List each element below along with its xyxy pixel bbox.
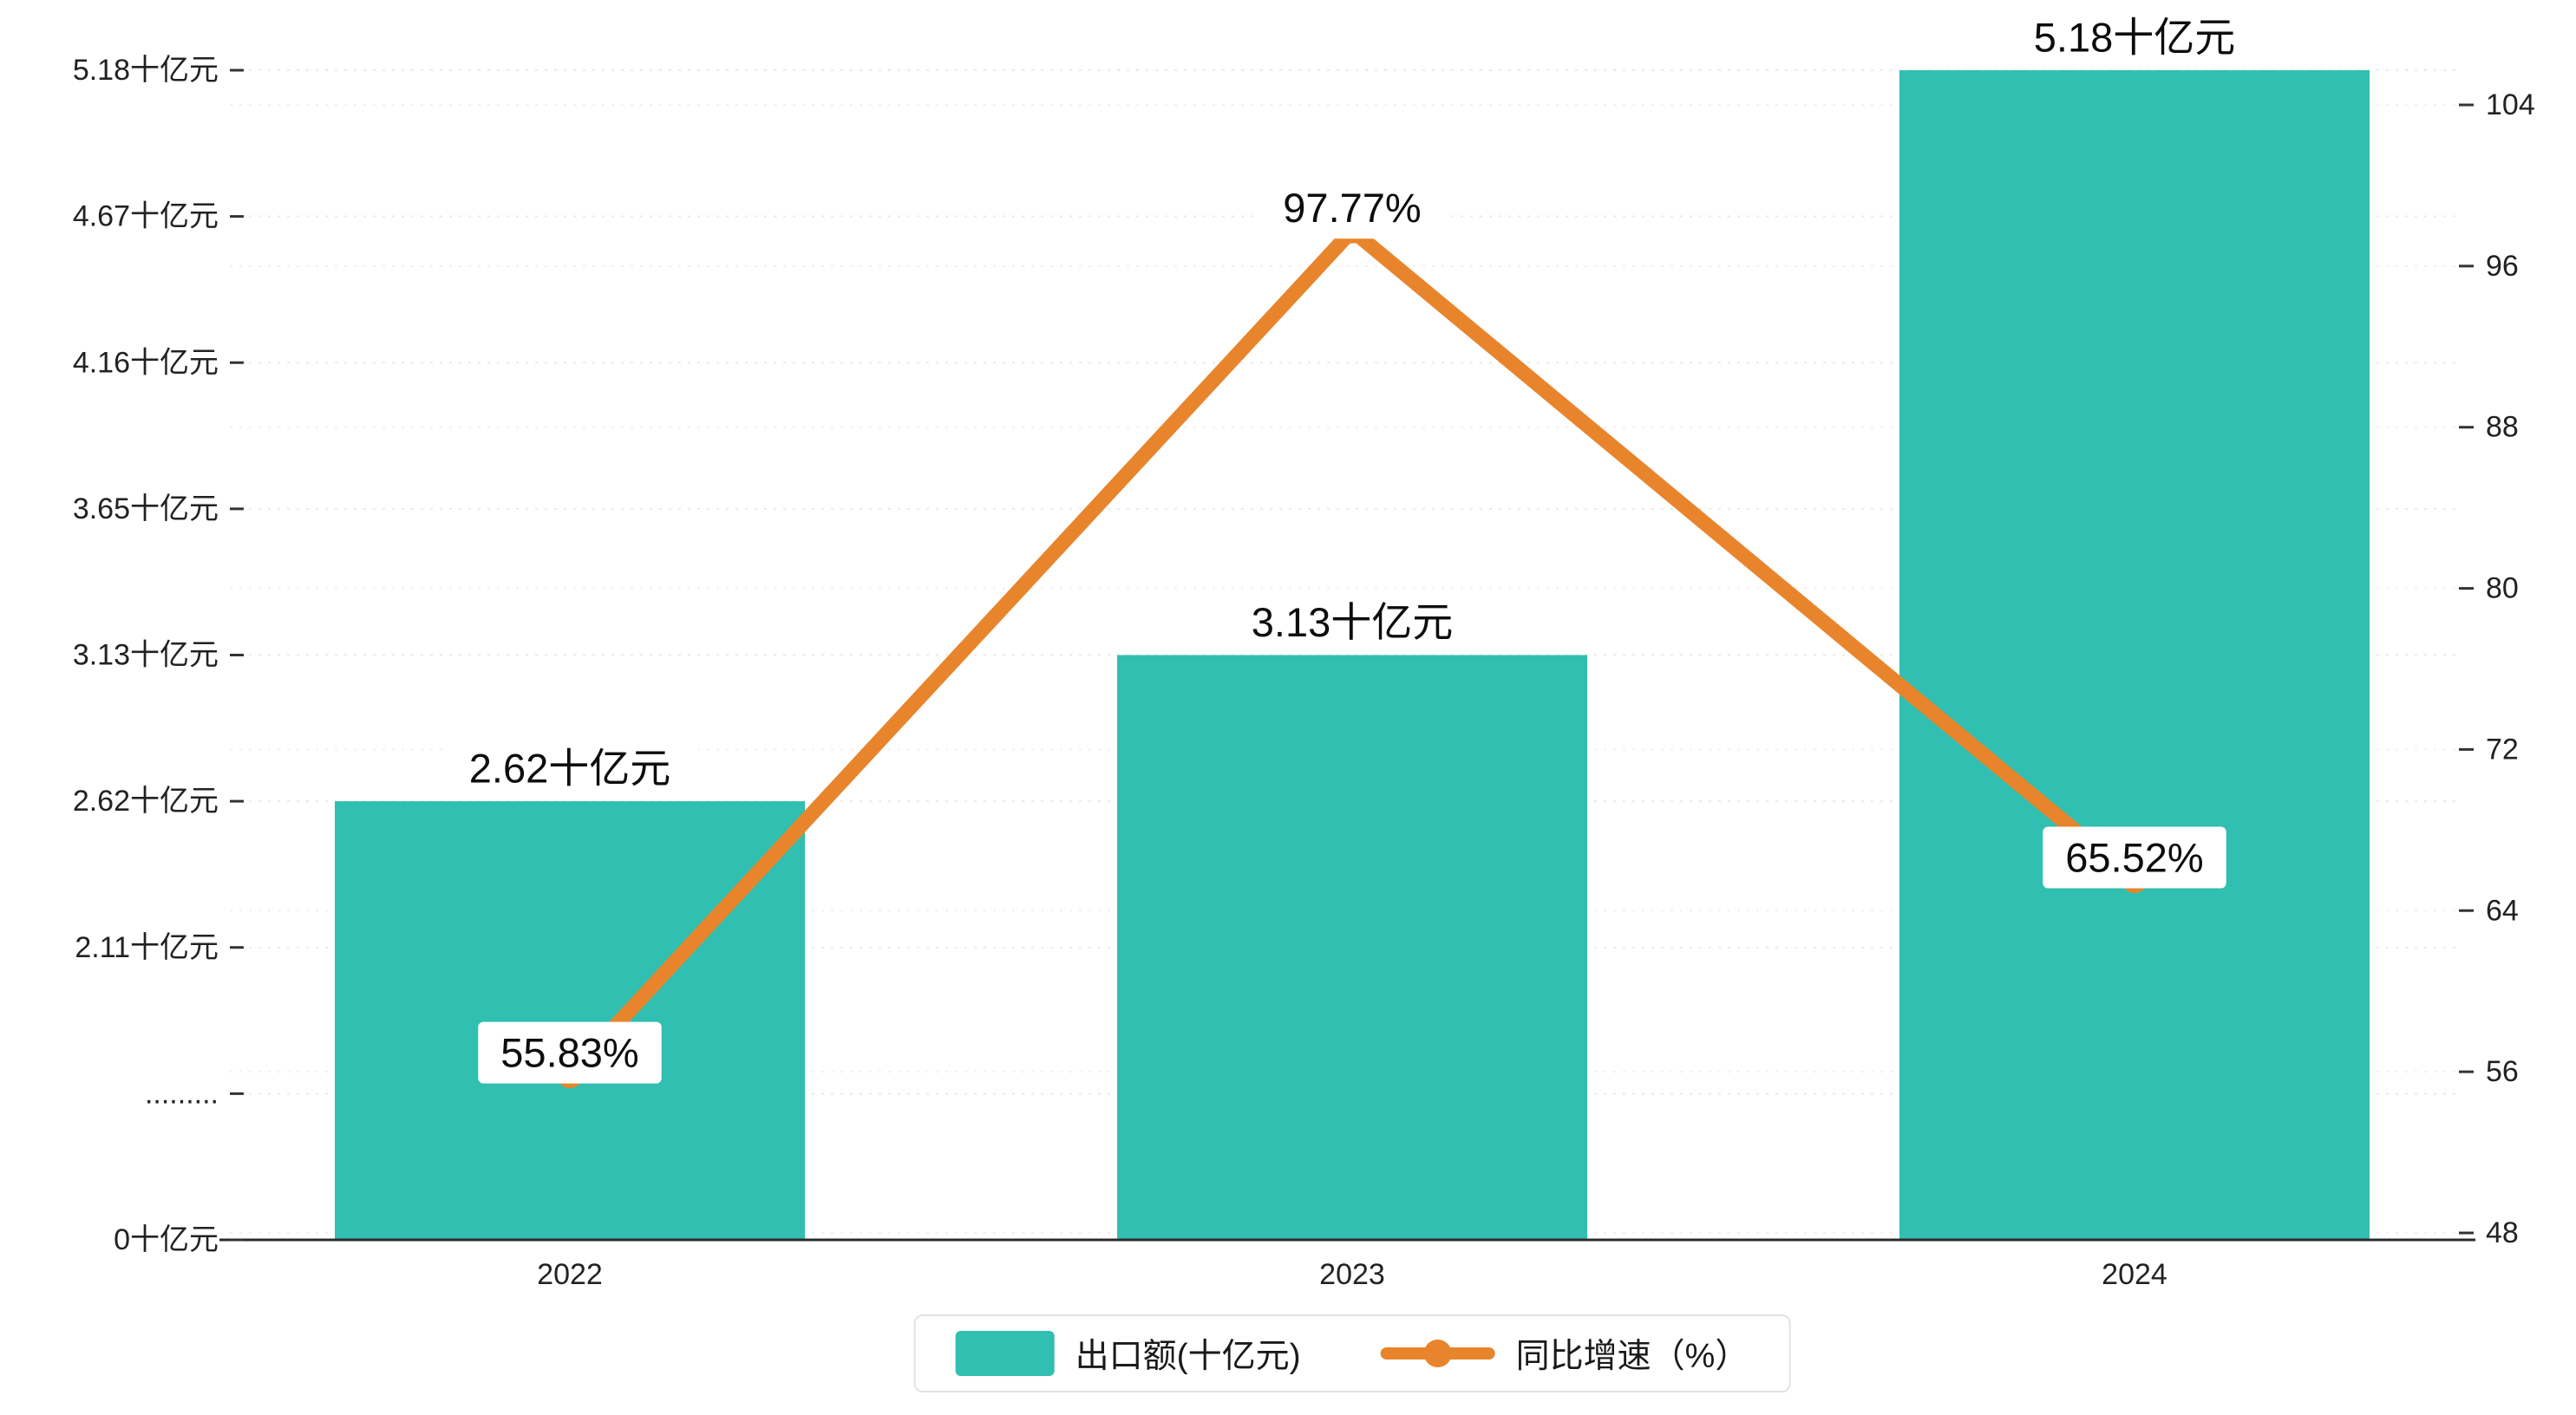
- left-axis-tick-label: .........: [145, 1077, 219, 1110]
- right-axis-tick-label: 96: [2486, 250, 2519, 283]
- left-axis-tick-label: 3.65十亿元: [73, 492, 219, 525]
- legend-item-export: 出口额(十亿元): [955, 1329, 1301, 1378]
- left-axis: 5.18十亿元 4.67十亿元 4.16十亿元 3.65十亿元 3.13十亿元 2.62十…: [73, 54, 244, 1256]
- bar-2023: [1117, 655, 1587, 1240]
- bar-series-swatch: [955, 1331, 1055, 1376]
- x-axis-label-2022: 2022: [537, 1258, 603, 1291]
- right-axis-tick-label: 48: [2486, 1216, 2519, 1249]
- left-axis-tick-label: 2.62十亿元: [73, 785, 219, 818]
- right-axis-tick-label: 80: [2486, 572, 2519, 605]
- right-axis-tick-label: 104: [2486, 88, 2535, 121]
- bar-value-label-2024: 5.18十亿元: [2010, 6, 2259, 68]
- svg-text:65.52%: 65.52%: [2065, 834, 2203, 880]
- left-axis-tick-label: 4.67十亿元: [73, 200, 219, 233]
- x-axis-label-2024: 2024: [2102, 1258, 2167, 1291]
- line-value-label-2024: 65.52%: [2043, 826, 2226, 889]
- bar-value-label-2022: 2.62十亿元: [446, 737, 694, 799]
- line-series-swatch: [1380, 1340, 1495, 1367]
- svg-text:5.18十亿元: 5.18十亿元: [2034, 15, 2235, 61]
- left-axis-tick-label: 4.16十亿元: [73, 346, 219, 379]
- legend-label-growth: 同比增速（%）: [1515, 1338, 1749, 1375]
- legend-label-export: 出口额(十亿元): [1075, 1338, 1301, 1375]
- left-axis-tick-label: 5.18十亿元: [73, 54, 219, 87]
- line-value-label-2023: 97.77%: [1260, 177, 1444, 239]
- svg-text:55.83%: 55.83%: [500, 1030, 638, 1076]
- right-axis-tick-label: 72: [2486, 733, 2519, 766]
- svg-text:97.77%: 97.77%: [1283, 185, 1421, 231]
- bar-2022: [335, 801, 805, 1240]
- x-axis-label-2023: 2023: [1319, 1258, 1385, 1291]
- bar-series: [335, 70, 2370, 1240]
- line-series-dot-icon: [1423, 1340, 1452, 1367]
- legend: 出口额(十亿元) 同比增速（%）: [913, 1314, 1791, 1392]
- svg-text:3.13十亿元: 3.13十亿元: [1252, 599, 1453, 645]
- right-axis-tick-label: 64: [2486, 894, 2519, 927]
- left-axis-tick-label: 2.11十亿元: [75, 931, 219, 964]
- svg-text:2.62十亿元: 2.62十亿元: [469, 746, 670, 792]
- right-axis-tick-label: 56: [2486, 1055, 2519, 1088]
- left-axis-tick-label: 3.13十亿元: [73, 639, 219, 672]
- right-axis: 104 96 88 80 72 64 56 48: [2459, 88, 2535, 1249]
- legend-item-growth: 同比增速（%）: [1380, 1329, 1749, 1378]
- left-axis-tick-label: 0十亿元: [114, 1223, 219, 1256]
- right-axis-tick-label: 88: [2486, 411, 2519, 444]
- bar-2024: [1899, 70, 2370, 1240]
- line-value-label-2022: 55.83%: [478, 1021, 662, 1084]
- bar-value-label-2023: 3.13十亿元: [1228, 591, 1476, 653]
